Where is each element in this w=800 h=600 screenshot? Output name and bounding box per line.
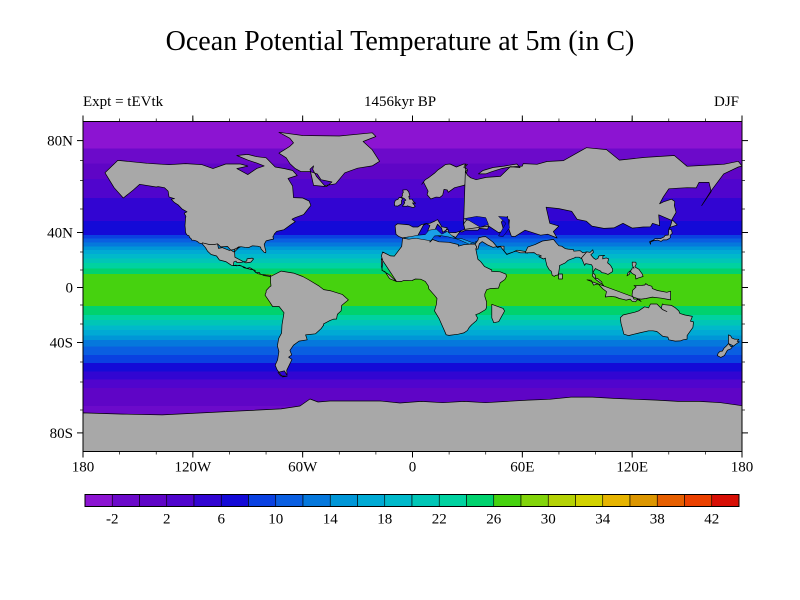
svg-text:22: 22 [432,512,447,528]
svg-text:120E: 120E [616,460,648,476]
svg-text:34: 34 [595,512,611,528]
svg-text:42: 42 [704,512,719,528]
svg-text:30: 30 [541,512,556,528]
svg-text:80S: 80S [50,426,73,442]
svg-text:60W: 60W [288,460,318,476]
svg-text:180: 180 [72,460,95,476]
svg-text:-2: -2 [106,512,119,528]
svg-text:40N: 40N [47,226,73,242]
svg-text:38: 38 [650,512,665,528]
svg-text:18: 18 [377,512,392,528]
svg-text:26: 26 [486,512,502,528]
svg-text:0: 0 [409,460,417,476]
svg-text:180: 180 [731,460,754,476]
svg-text:2: 2 [163,512,171,528]
svg-text:80N: 80N [47,134,73,150]
svg-text:10: 10 [268,512,283,528]
svg-text:60E: 60E [510,460,534,476]
svg-text:0: 0 [66,281,74,297]
svg-text:120W: 120W [174,460,212,476]
svg-text:40S: 40S [50,336,73,352]
svg-text:14: 14 [323,512,339,528]
svg-text:6: 6 [218,512,226,528]
